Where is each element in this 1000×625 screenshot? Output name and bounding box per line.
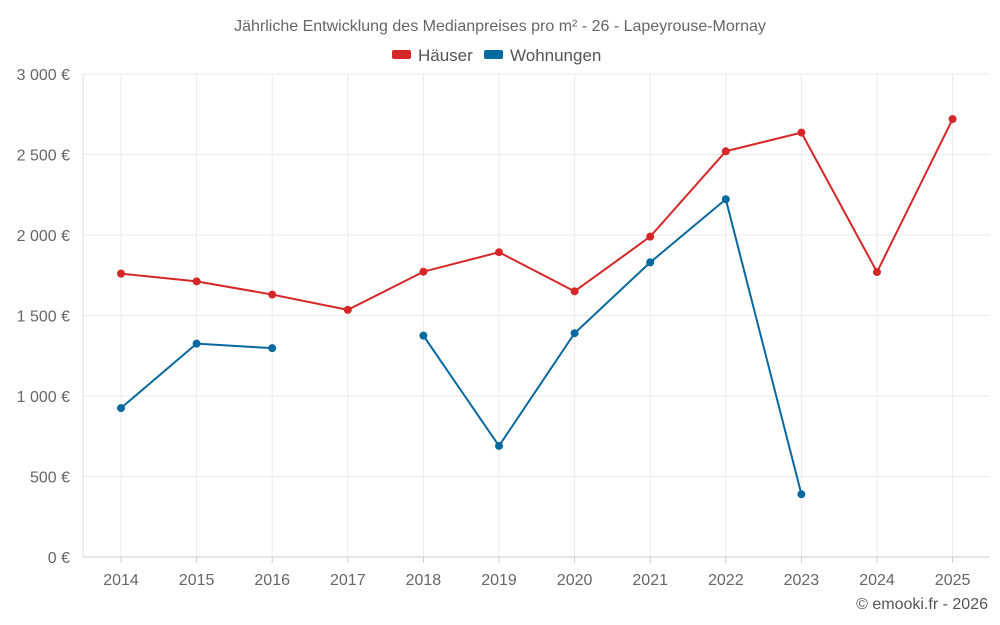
x-tick-label: 2018 <box>406 572 442 589</box>
x-axis: 2014 2015 2016 2017 2018 2019 2020 2021 2022 2023… <box>83 556 990 589</box>
x-tick-label: 2017 <box>330 572 366 589</box>
data-point-haeuser-2021[interactable] <box>646 232 655 241</box>
data-point-wohnungen-2022[interactable] <box>721 195 730 204</box>
x-tick-label: 2025 <box>935 572 971 589</box>
y-axis: 0 € 500 € 1 000 € 1 500 € 2 000 € 2 500 € 3 00… <box>17 67 84 567</box>
series-wohnungen <box>117 195 806 499</box>
x-tick-label: 2021 <box>632 572 668 589</box>
series-line-haeuser <box>120 118 954 311</box>
data-point-wohnungen-2014[interactable] <box>117 404 125 413</box>
data-point-haeuser-2019[interactable] <box>495 248 503 257</box>
data-point-haeuser-2014[interactable] <box>117 269 125 278</box>
grid <box>83 73 990 558</box>
data-point-haeuser-2017[interactable] <box>343 305 352 314</box>
x-tick-label: 2015 <box>179 572 215 589</box>
legend-item-haeuser[interactable]: Häuser <box>392 46 473 65</box>
y-tick-label: 1 000 € <box>17 389 70 406</box>
data-point-haeuser-2020[interactable] <box>570 287 579 296</box>
data-point-wohnungen-2018[interactable] <box>419 331 428 340</box>
legend-swatch-wohnungen <box>484 50 503 59</box>
data-point-haeuser-2018[interactable] <box>419 267 428 276</box>
data-point-haeuser-2022[interactable] <box>721 147 730 156</box>
data-point-haeuser-2023[interactable] <box>797 128 806 137</box>
data-point-wohnungen-2020[interactable] <box>570 329 579 338</box>
y-tick-label: 1 500 € <box>17 309 70 326</box>
x-tick-label: 2024 <box>859 572 895 589</box>
x-tick-label: 2023 <box>784 572 820 589</box>
x-tick-label: 2022 <box>708 572 744 589</box>
legend: Häuser Wohnungen <box>392 46 601 65</box>
credit-text: © emooki.fr - 2026 <box>856 596 988 613</box>
y-tick-label: 2 000 € <box>17 228 70 245</box>
data-point-haeuser-2015[interactable] <box>192 277 201 286</box>
chart-title: Jährliche Entwicklung des Medianpreises … <box>234 18 766 35</box>
data-point-haeuser-2016[interactable] <box>268 290 277 299</box>
data-point-wohnungen-2023[interactable] <box>797 490 806 499</box>
data-point-haeuser-2024[interactable] <box>873 268 881 277</box>
legend-swatch-haeuser <box>392 50 411 59</box>
y-tick-label: 3 000 € <box>17 67 70 84</box>
data-point-haeuser-2025[interactable] <box>948 115 957 124</box>
legend-label-wohnungen: Wohnungen <box>510 46 601 65</box>
legend-item-wohnungen[interactable]: Wohnungen <box>484 46 601 65</box>
series-layer <box>117 115 957 499</box>
x-tick-label: 2016 <box>254 572 290 589</box>
series-haeuser <box>117 115 957 314</box>
x-tick-label: 2014 <box>103 572 139 589</box>
data-point-wohnungen-2019[interactable] <box>495 441 503 450</box>
x-tick-label: 2019 <box>481 572 517 589</box>
data-point-wohnungen-2015[interactable] <box>192 339 201 348</box>
y-tick-label: 500 € <box>30 470 70 487</box>
data-point-wohnungen-2016[interactable] <box>268 344 277 353</box>
data-point-wohnungen-2021[interactable] <box>646 258 655 267</box>
legend-label-haeuser: Häuser <box>418 46 473 65</box>
x-tick-label: 2020 <box>557 572 593 589</box>
y-tick-label: 2 500 € <box>17 148 70 165</box>
series-line-wohnungen <box>422 198 803 495</box>
y-tick-label: 0 € <box>48 550 70 567</box>
